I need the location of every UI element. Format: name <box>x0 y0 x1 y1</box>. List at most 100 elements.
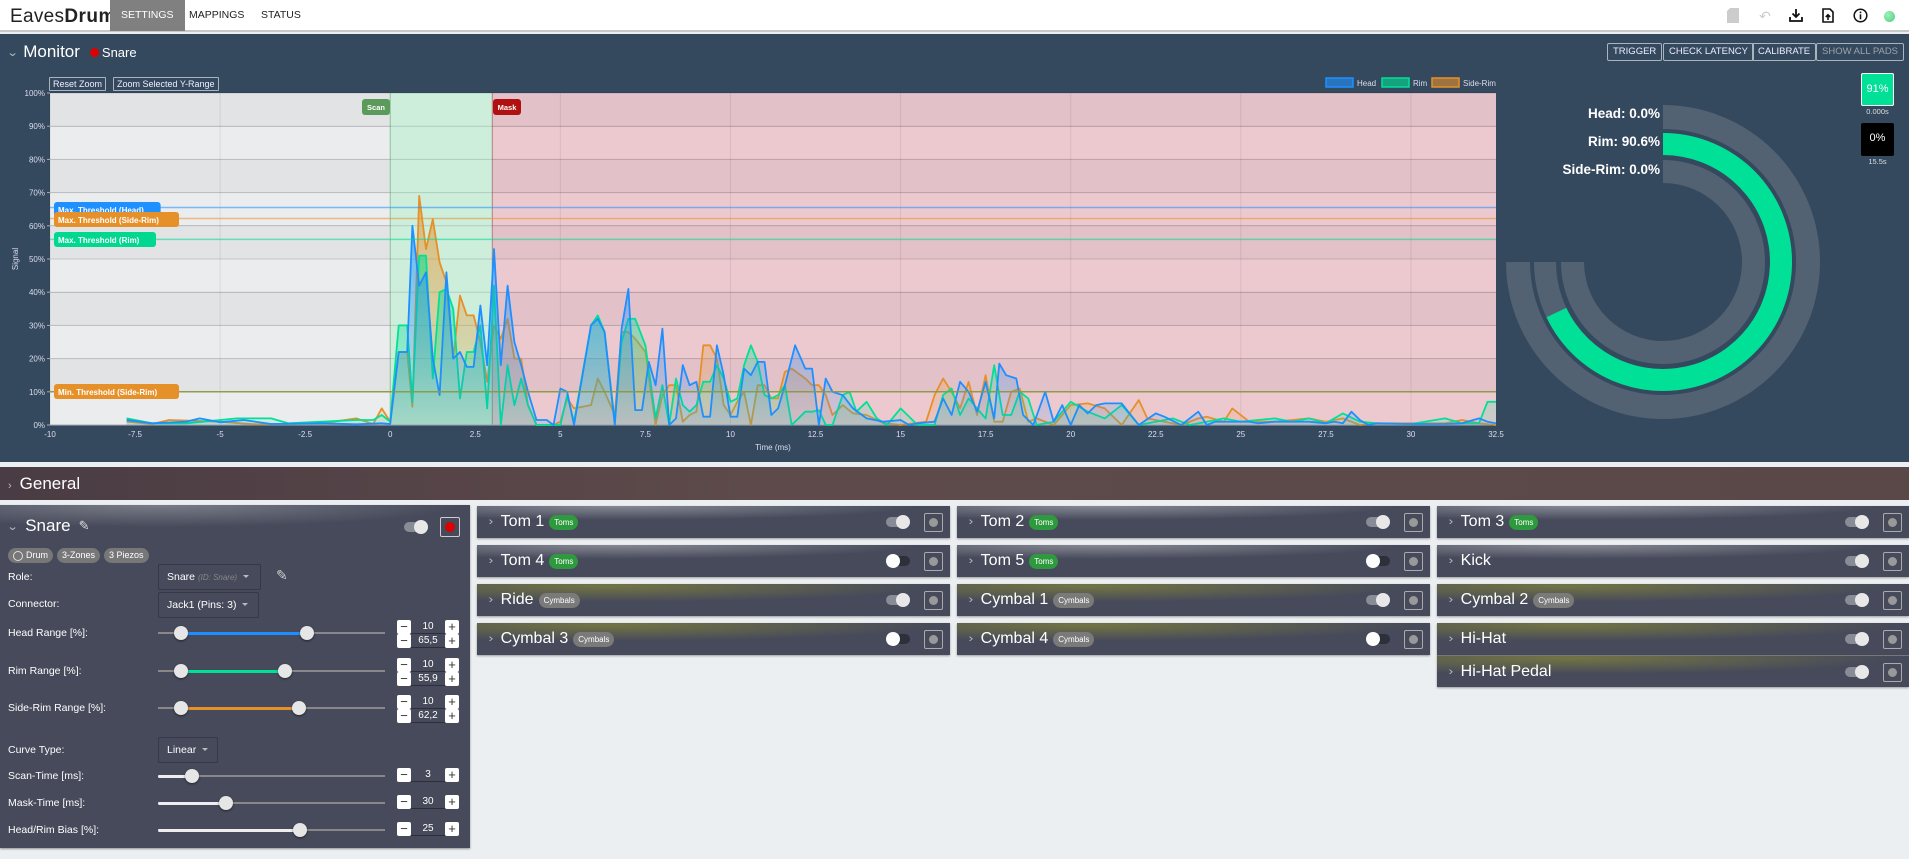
range-min-value[interactable]: 10 <box>411 620 445 634</box>
pad-card[interactable]: › Kick <box>1437 545 1909 577</box>
reset-zoom-button[interactable]: Reset Zoom <box>49 77 107 91</box>
pad-monitor-button[interactable] <box>1883 630 1902 649</box>
pad-card[interactable]: › Cymbal 2 Cymbals <box>1437 584 1909 616</box>
sd-card-icon[interactable] <box>1725 8 1741 24</box>
range-min-handle[interactable] <box>173 701 188 715</box>
pad-enable-toggle[interactable] <box>1366 593 1390 607</box>
trigger-button[interactable]: TRIGGER <box>1607 43 1663 61</box>
pad-card[interactable]: › Tom 1 Toms <box>477 506 950 538</box>
pad-card[interactable]: › Tom 2 Toms <box>957 506 1430 538</box>
minus-button[interactable]: − <box>397 768 411 782</box>
pad-card[interactable]: › Hi-Hat Pedal <box>1437 655 1909 687</box>
plus-button[interactable]: + <box>445 795 459 809</box>
slider-handle[interactable] <box>292 823 307 837</box>
plus-button[interactable]: + <box>445 709 459 723</box>
pad-enable-toggle[interactable] <box>886 632 910 646</box>
pad-monitor-button[interactable] <box>924 513 943 532</box>
curve-type-select[interactable]: Linear <box>158 737 218 763</box>
legend-label[interactable]: Rim <box>1413 79 1428 88</box>
minus-button[interactable]: − <box>397 822 411 836</box>
snare-enable-toggle[interactable] <box>404 520 428 534</box>
check-latency-button[interactable]: CHECK LATENCY <box>1663 43 1755 61</box>
minus-button[interactable]: − <box>397 672 411 686</box>
plus-button[interactable]: + <box>445 768 459 782</box>
pad-enable-toggle[interactable] <box>1366 515 1390 529</box>
range-slider[interactable] <box>158 626 385 640</box>
pad-monitor-button[interactable] <box>1883 663 1902 682</box>
pad-card[interactable]: › Ride Cymbals <box>477 584 950 616</box>
minus-button[interactable]: − <box>397 620 411 634</box>
plus-button[interactable]: + <box>445 672 459 686</box>
pad-monitor-button[interactable] <box>1883 591 1902 610</box>
show-all-pads-button[interactable]: SHOW ALL PADS <box>1816 43 1905 61</box>
plus-button[interactable]: + <box>445 658 459 672</box>
pad-card[interactable]: › Cymbal 1 Cymbals <box>957 584 1430 616</box>
legend-swatch-head[interactable] <box>1325 77 1354 88</box>
pad-monitor-button[interactable] <box>1404 591 1423 610</box>
minus-button[interactable]: − <box>397 709 411 723</box>
pad-enable-toggle[interactable] <box>886 515 910 529</box>
zoom-y-range-button[interactable]: Zoom Selected Y-Range <box>113 77 219 91</box>
value-slider[interactable] <box>158 769 385 783</box>
legend-label[interactable]: Head <box>1357 79 1376 88</box>
value-slider[interactable] <box>158 796 385 810</box>
calibrate-button[interactable]: CALIBRATE <box>1752 43 1817 61</box>
pad-card[interactable]: › Tom 3 Toms <box>1437 506 1909 538</box>
chevron-down-icon[interactable]: ⌄ <box>6 520 19 533</box>
pad-monitor-button[interactable] <box>1883 513 1902 532</box>
minus-button[interactable]: − <box>397 795 411 809</box>
pad-card[interactable]: › Cymbal 3 Cymbals <box>477 623 950 655</box>
tab-settings[interactable]: SETTINGS <box>110 0 185 31</box>
pad-enable-toggle[interactable] <box>1845 515 1869 529</box>
slider-handle[interactable] <box>185 769 200 783</box>
minus-button[interactable]: − <box>397 658 411 672</box>
download-icon[interactable] <box>1788 8 1804 24</box>
pad-monitor-button[interactable] <box>1404 552 1423 571</box>
pad-enable-toggle[interactable] <box>886 593 910 607</box>
minus-button[interactable]: − <box>397 634 411 648</box>
monitor-header[interactable]: ⌄ Monitor Snare <box>6 42 137 62</box>
pad-enable-toggle[interactable] <box>1366 554 1390 568</box>
edit-pencil-icon[interactable]: ✎ <box>78 518 90 533</box>
range-min-handle[interactable] <box>173 664 188 678</box>
legend-label[interactable]: Side-Rim <box>1463 79 1496 88</box>
range-max-handle[interactable] <box>292 701 307 715</box>
slider-handle[interactable] <box>219 796 234 810</box>
info-icon[interactable] <box>1852 8 1868 24</box>
legend-swatch-rim[interactable] <box>1381 77 1410 88</box>
pad-monitor-button[interactable] <box>1404 513 1423 532</box>
pad-monitor-button[interactable] <box>924 630 943 649</box>
pad-enable-toggle[interactable] <box>1845 554 1869 568</box>
general-section-header[interactable]: › General <box>0 467 1909 500</box>
plus-button[interactable]: + <box>445 695 459 709</box>
range-max-value[interactable]: 65,5 <box>411 634 445 648</box>
pad-enable-toggle[interactable] <box>1845 593 1869 607</box>
upload-file-icon[interactable] <box>1820 8 1836 24</box>
pad-enable-toggle[interactable] <box>1845 665 1869 679</box>
snare-monitor-button[interactable] <box>440 517 460 537</box>
tab-status[interactable]: STATUS <box>261 9 301 21</box>
range-min-value[interactable]: 10 <box>411 658 445 672</box>
plus-button[interactable]: + <box>445 822 459 836</box>
pad-card[interactable]: › Tom 5 Toms <box>957 545 1430 577</box>
minus-button[interactable]: − <box>397 695 411 709</box>
chevron-down-icon[interactable]: ⌄ <box>6 46 19 59</box>
range-max-value[interactable]: 62,2 <box>411 709 445 723</box>
pad-card[interactable]: › Hi-Hat <box>1437 623 1909 655</box>
range-max-handle[interactable] <box>277 664 292 678</box>
plus-button[interactable]: + <box>445 634 459 648</box>
signal-chart[interactable]: 0% 10% 20% 30% 40% 50% 60% 70% 80% 90% 100% -10 -7.5… <box>0 0 1510 460</box>
range-max-handle[interactable] <box>299 626 314 640</box>
pad-enable-toggle[interactable] <box>886 554 910 568</box>
pad-monitor-button[interactable] <box>1883 552 1902 571</box>
pad-card[interactable]: › Tom 4 Toms <box>477 545 950 577</box>
snare-header[interactable]: ⌄ Snare ✎ <box>6 516 90 536</box>
legend-swatch-side-rim[interactable] <box>1431 77 1460 88</box>
stepper-value[interactable]: 3 <box>411 768 445 782</box>
role-select[interactable]: Snare (ID: Snare) <box>158 564 261 590</box>
stepper-value[interactable]: 30 <box>411 795 445 809</box>
range-slider[interactable] <box>158 664 385 678</box>
edit-role-icon[interactable]: ✎ <box>276 567 288 583</box>
pad-enable-toggle[interactable] <box>1366 632 1390 646</box>
pad-monitor-button[interactable] <box>924 591 943 610</box>
